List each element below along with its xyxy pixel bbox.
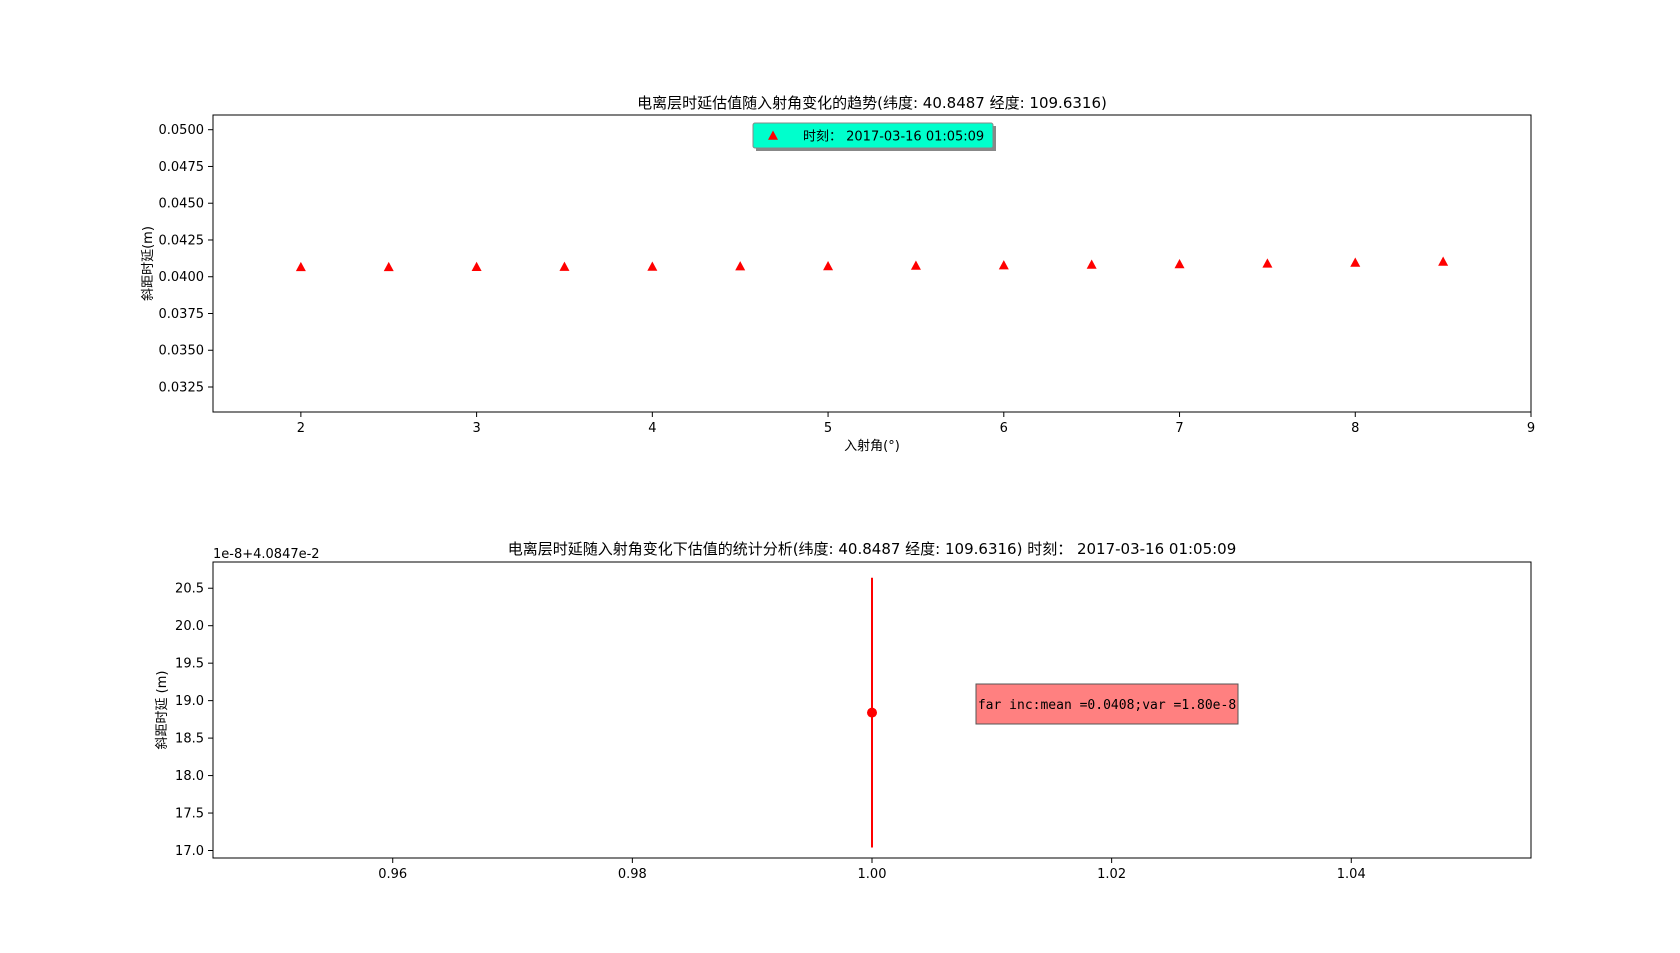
data-point-triangle: [647, 261, 658, 271]
y-tick-label: 18.5: [175, 732, 204, 747]
data-point-triangle: [1086, 259, 1097, 269]
trend-chart-marks: [295, 256, 1449, 272]
y-tick-label: 19.0: [175, 694, 204, 709]
legend-label: 时刻： 2017-03-16 01:05:09: [803, 130, 984, 145]
stats-chart: 电离层时延随入射角变化下估值的统计分析(纬度: 40.8487 经度: 109.…: [155, 540, 1532, 882]
y-tick-label: 20.5: [175, 582, 204, 597]
annotation-box: [975, 683, 1239, 725]
y-tick-label: 0.0450: [159, 197, 205, 212]
y-tick-label: 17.5: [175, 807, 204, 822]
trend-chart-frame: [212, 114, 1532, 413]
annotation-text: far inc:mean =0.0408;var =1.80e-8: [978, 698, 1236, 713]
x-tick-label: 7: [1175, 421, 1183, 436]
stats-chart-offset-text: 1e-8+4.0847e-2: [213, 547, 320, 562]
stats-chart-title: 电离层时延随入射角变化下估值的统计分析(纬度: 40.8487 经度: 109.…: [508, 540, 1237, 558]
y-tick-label: 0.0400: [159, 270, 205, 285]
x-tick-label: 1.00: [858, 867, 887, 882]
data-point-triangle: [295, 261, 306, 272]
trend-chart-x-label: 入射角(°): [844, 438, 900, 454]
data-point-triangle: [735, 261, 746, 271]
trend-chart-x-axis: 2 3 4 5 6 7 8 9: [297, 412, 1535, 436]
x-tick-label: 3: [472, 421, 480, 436]
trend-chart-y-axis: 0.0325 0.0350 0.0375 0.0400 0.0425 0.0450 0.04…: [159, 123, 213, 396]
x-tick-label: 5: [824, 421, 832, 436]
y-tick-label: 0.0425: [159, 233, 205, 248]
data-point-triangle: [1438, 256, 1449, 266]
x-tick-label: 9: [1527, 421, 1535, 436]
x-tick-label: 8: [1351, 421, 1359, 436]
y-tick-label: 0.0325: [159, 381, 205, 396]
trend-chart-y-label: 斜距时延(m): [141, 226, 156, 301]
legend-box: [752, 122, 994, 149]
data-point-triangle: [559, 261, 570, 271]
x-tick-label: 0.98: [618, 867, 647, 882]
y-tick-label: 17.0: [175, 844, 204, 859]
data-point-triangle: [823, 260, 834, 271]
stats-chart-y-axis: 17.0 17.5 18.0 18.5 19.0 19.5 20.0 20.5: [175, 582, 213, 859]
trend-chart-title: 电离层时延估值随入射角变化的趋势(纬度: 40.8487 经度: 109.631…: [637, 94, 1107, 112]
y-tick-label: 20.0: [175, 619, 204, 634]
stats-chart-x-axis: 0.96 0.98 1.00 1.02 1.04: [378, 858, 1366, 882]
data-point-triangle: [998, 260, 1009, 270]
data-point-triangle: [383, 261, 394, 272]
data-point-triangle: [1350, 257, 1361, 267]
mean-point: [867, 707, 877, 718]
trend-chart-legend: 时刻： 2017-03-16 01:05:09: [752, 122, 996, 151]
data-point-triangle: [471, 261, 482, 271]
y-tick-label: 18.0: [175, 769, 204, 784]
x-tick-label: 1.04: [1337, 867, 1366, 882]
y-tick-label: 0.0350: [159, 344, 205, 359]
x-tick-label: 4: [648, 421, 656, 436]
legend-triangle-marker: [768, 130, 778, 140]
trend-chart: 电离层时延估值随入射角变化的趋势(纬度: 40.8487 经度: 109.631…: [141, 94, 1535, 454]
stats-chart-marks: [867, 577, 877, 848]
stats-annotation: far inc:mean =0.0408;var =1.80e-8: [975, 683, 1239, 725]
x-tick-label: 2: [297, 421, 305, 436]
y-tick-label: 0.0475: [159, 160, 205, 175]
x-tick-label: 6: [1000, 421, 1008, 436]
stats-chart-y-label: 斜距时延 (m): [155, 671, 170, 750]
x-tick-label: 0.96: [378, 867, 407, 882]
y-tick-label: 0.0375: [159, 307, 205, 322]
y-tick-label: 0.0500: [159, 123, 205, 138]
data-point-triangle: [910, 260, 921, 270]
data-point-triangle: [1262, 258, 1273, 268]
y-tick-label: 19.5: [175, 657, 204, 672]
x-tick-label: 1.02: [1097, 867, 1126, 882]
data-point-triangle: [1174, 258, 1185, 269]
